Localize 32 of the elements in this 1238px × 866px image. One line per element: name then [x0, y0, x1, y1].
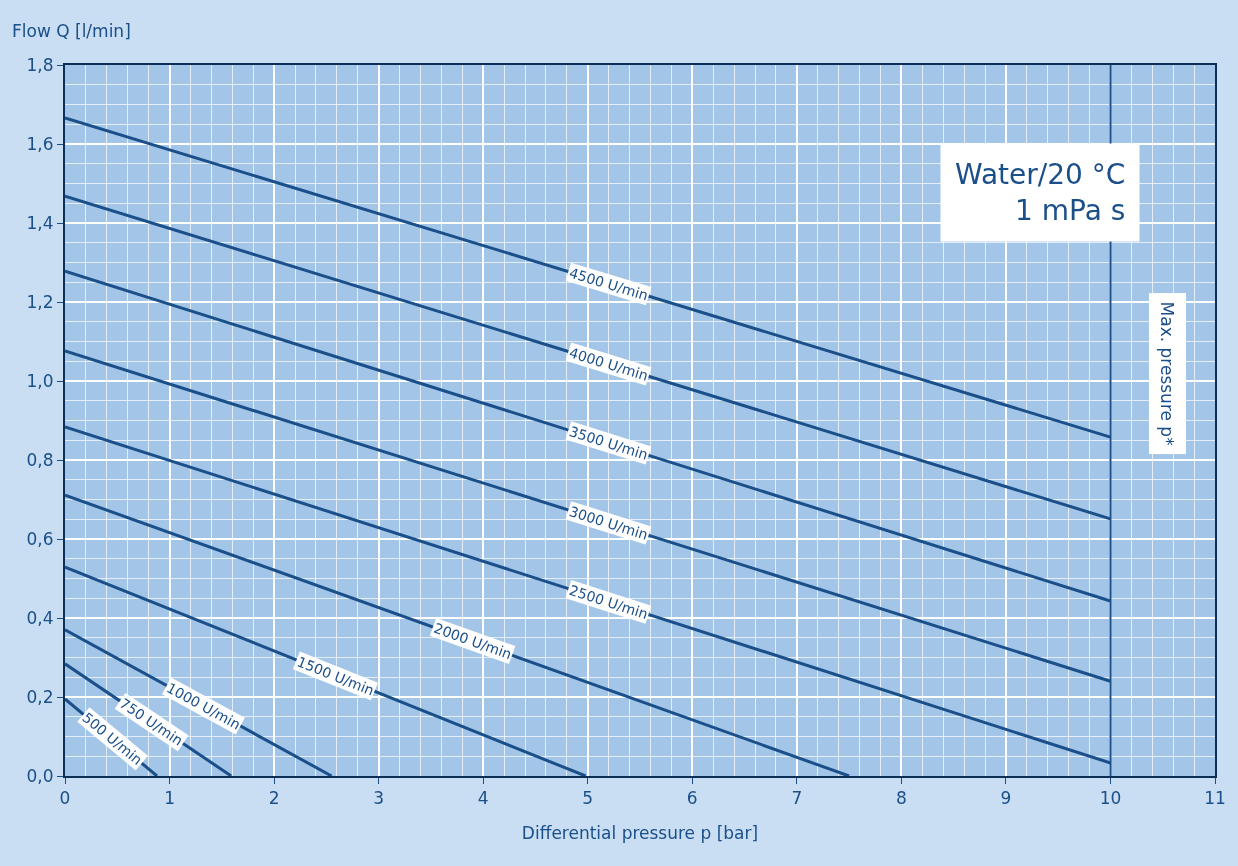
x-tick-label: 7 — [791, 788, 803, 809]
x-tick-label: 9 — [1000, 788, 1012, 809]
x-tick-label: 2 — [268, 788, 280, 809]
x-tick-label: 1 — [164, 788, 175, 809]
y-tick-label: 0,6 — [26, 528, 54, 549]
y-tick-label: 0,0 — [26, 765, 54, 786]
y-tick-label: 0,4 — [26, 607, 54, 628]
text: 4000 U/min — [567, 344, 650, 384]
x-tick-label: 0 — [59, 788, 71, 809]
x-tick-label: 5 — [582, 788, 594, 809]
x-tick-label: 4 — [477, 788, 489, 809]
y-tick-label: 1,8 — [26, 54, 54, 75]
text: 3000 U/min — [567, 503, 650, 543]
x-tick-label: 8 — [895, 788, 907, 809]
ref-line-label: Max. pressure p* — [1157, 301, 1178, 446]
x-tick-label: 6 — [686, 788, 698, 809]
text: 3500 U/min — [567, 423, 650, 463]
y-tick-label: 1,2 — [26, 291, 54, 312]
text: 4500 U/min — [567, 264, 650, 304]
y-tick-label: 1,6 — [26, 133, 54, 154]
text: 2500 U/min — [567, 581, 650, 623]
x-tick-label: 3 — [373, 788, 385, 809]
annotation: Water/20 °C 1 mPa s — [955, 158, 1126, 228]
y-tick-label: 1,0 — [26, 370, 54, 391]
text: 2000 U/min — [431, 619, 514, 663]
y-tick-label: 0,2 — [26, 686, 54, 707]
x-tick-label: 10 — [1099, 788, 1122, 809]
x-axis-title: Differential pressure p [bar] — [521, 823, 759, 844]
y-tick-label: 1,4 — [26, 212, 54, 233]
x-tick-label: 11 — [1204, 788, 1226, 809]
y-tick-label: 0,8 — [26, 449, 54, 470]
y-axis-title: Flow Q [l/min] — [12, 21, 131, 41]
